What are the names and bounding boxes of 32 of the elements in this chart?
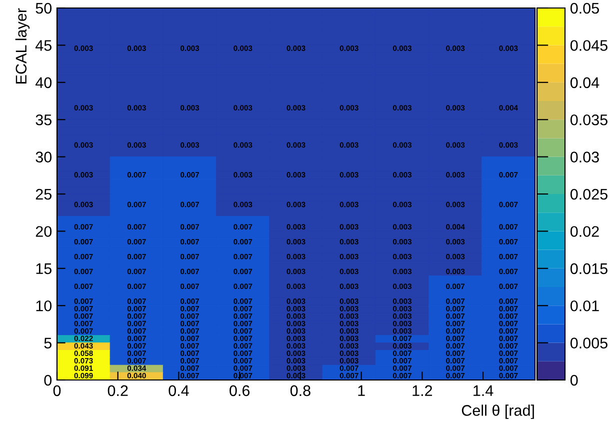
color-bar-label: 0.03 xyxy=(570,152,599,162)
color-bar-label: 0.05 xyxy=(570,2,599,14)
color-bar-label: 0.045 xyxy=(570,40,608,51)
y-tick-label: 20 xyxy=(36,226,52,237)
y-tick-label: 50 xyxy=(36,2,52,14)
color-bar-label: 0.01 xyxy=(570,300,599,312)
color-bar-label: 0.025 xyxy=(570,188,608,200)
color-bar-label: 0.02 xyxy=(570,226,599,237)
y-tick-label: 0 xyxy=(44,374,52,386)
y-tick-label: 5 xyxy=(44,338,52,348)
x-tick-label: 0.8 xyxy=(290,385,310,396)
y-tick-label: 45 xyxy=(36,40,52,51)
x-tick-label: 0.6 xyxy=(230,385,250,396)
x-tick-label: 0.2 xyxy=(108,385,128,396)
x-tick-label: 0 xyxy=(53,385,61,396)
y-tick-label: 30 xyxy=(36,152,52,162)
color-bar-label: 0.015 xyxy=(570,263,608,274)
color-bar-label: 0.035 xyxy=(570,114,608,126)
x-axis-title: Cell θ [rad] xyxy=(462,404,534,419)
color-bar-label: 0 xyxy=(570,374,578,386)
x-tick-label: 1.2 xyxy=(412,385,432,396)
y-tick-label: 10 xyxy=(36,300,52,312)
y-tick-label: 15 xyxy=(36,263,52,274)
y-tick-label: 40 xyxy=(36,77,52,88)
x-tick-label: 0.4 xyxy=(168,385,189,396)
y-tick-label: 25 xyxy=(36,188,52,200)
color-bar-label: 0.04 xyxy=(570,77,600,88)
color-bar-label: 0.005 xyxy=(570,338,608,348)
x-tick-label: 1 xyxy=(358,385,365,396)
y-tick-label: 35 xyxy=(36,114,52,126)
x-tick-label: 1.4 xyxy=(474,385,494,396)
y-axis-title: ECAL layer xyxy=(15,8,30,84)
